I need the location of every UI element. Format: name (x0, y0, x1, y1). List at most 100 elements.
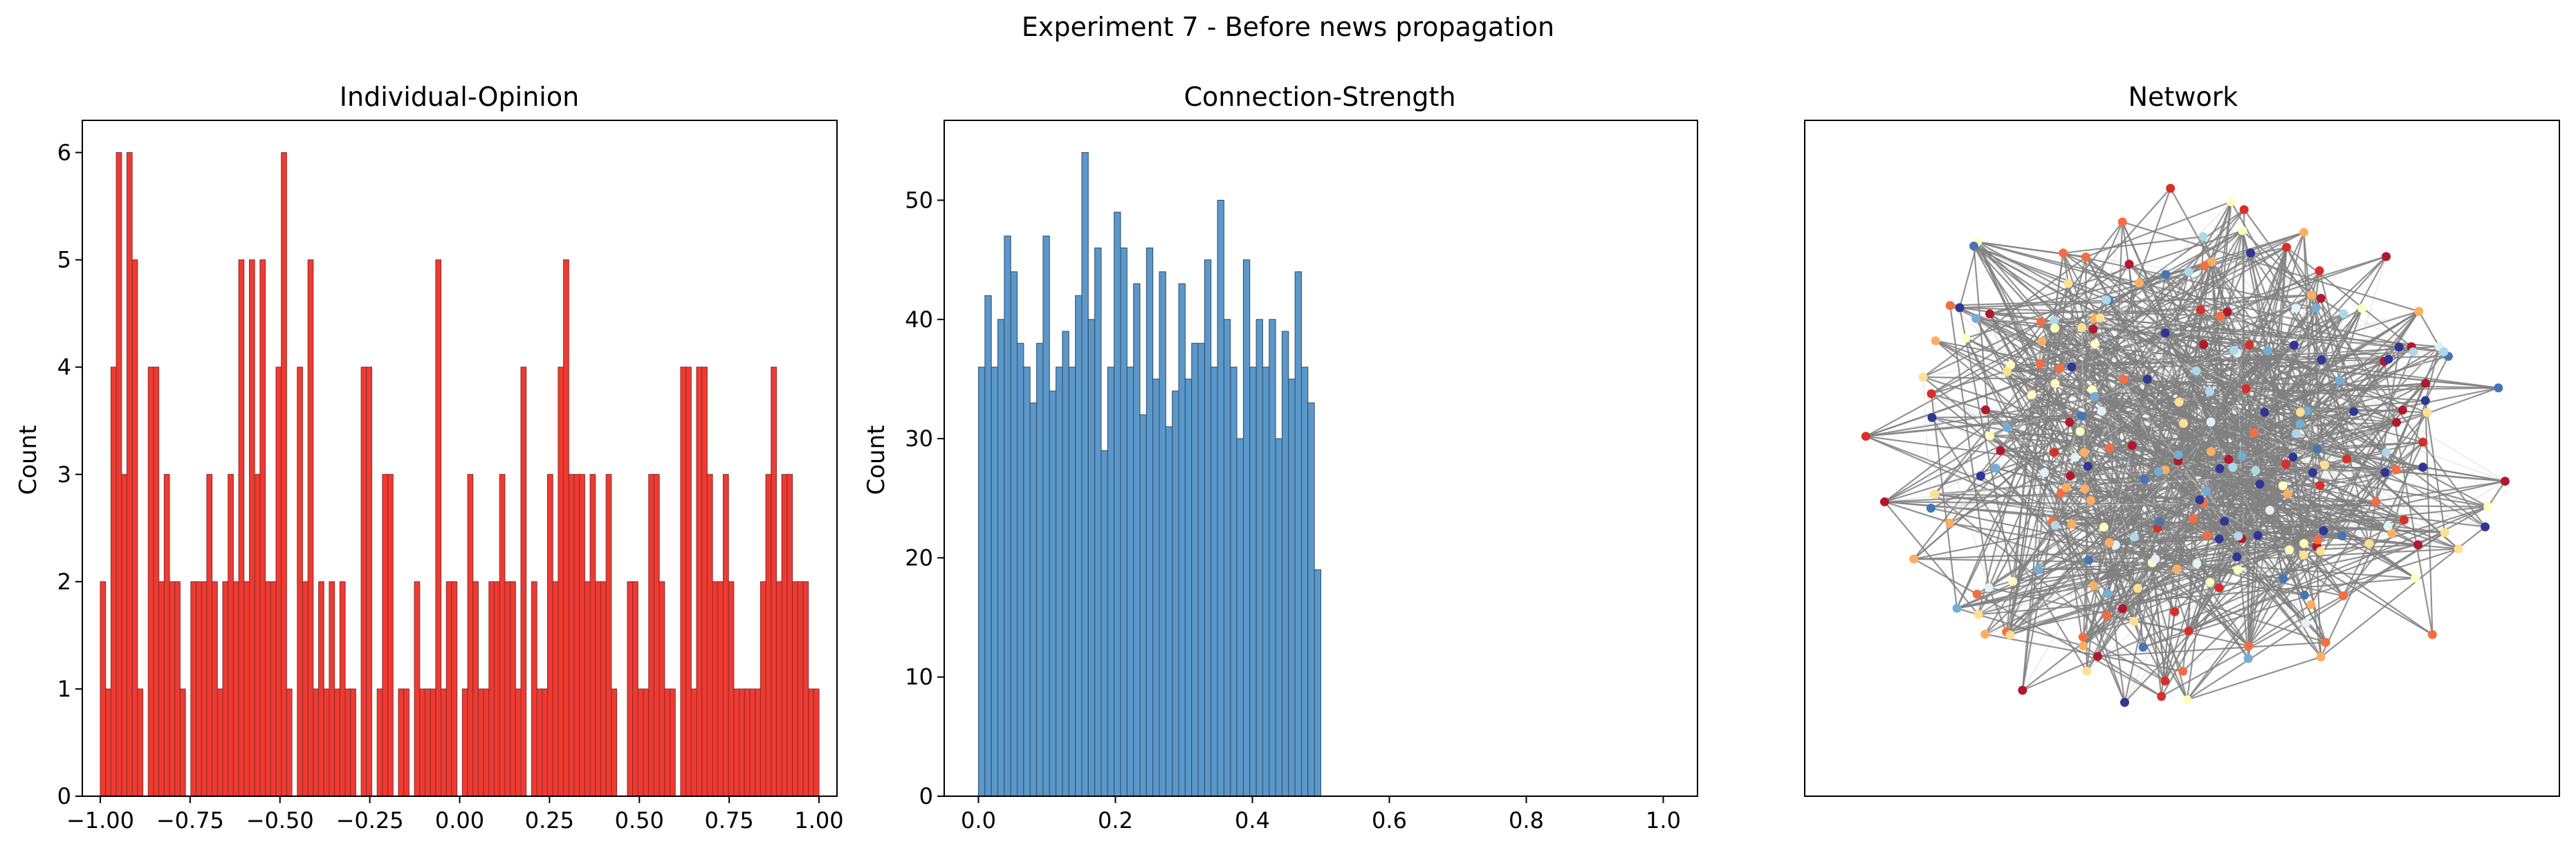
network-node (2037, 337, 2047, 347)
network-edge (2009, 221, 2124, 366)
network-node (2182, 695, 2192, 705)
strength-histogram-bar (1056, 367, 1063, 797)
network-edge (2219, 315, 2235, 351)
opinion-histogram-bar (786, 474, 793, 797)
network-node (2088, 581, 2098, 591)
network-node (1930, 489, 1940, 499)
opinion-histogram-bar (584, 581, 591, 797)
network-node (2239, 205, 2249, 214)
opinion-histogram-bar (174, 581, 181, 797)
network-edge (2040, 232, 2304, 365)
network-node (1985, 431, 1994, 441)
network-edge (2425, 356, 2449, 401)
network-edge (1922, 377, 1931, 508)
network-node (2142, 374, 2152, 384)
network-node (2104, 537, 2114, 547)
strength-histogram-bar (1275, 438, 1282, 797)
network-edge (1931, 393, 2220, 540)
opinion-histogram-bar (419, 688, 425, 797)
network-edge (1923, 376, 2499, 389)
opinion-histogram-xtick-label: −0.25 (336, 807, 404, 834)
opinion-histogram-bar (350, 688, 356, 797)
opinion-histogram-bar (808, 688, 814, 797)
opinion-histogram-bar (169, 581, 176, 797)
network-node (2061, 483, 2071, 493)
opinion-histogram-ytick-label: 1 (57, 676, 71, 702)
network-panel: Network (1804, 82, 2560, 797)
network-node (2050, 379, 2060, 389)
network-node (2335, 376, 2344, 385)
network-edge (2384, 383, 2427, 473)
network-node (2339, 309, 2348, 318)
opinion-histogram-bar (792, 581, 798, 797)
network-edge (2108, 300, 2405, 521)
network-node (2494, 383, 2503, 393)
network-node (2166, 183, 2175, 193)
network-node (2382, 252, 2391, 261)
opinion-histogram-bar (771, 367, 777, 797)
network-node (2380, 468, 2390, 477)
strength-histogram-bar (1017, 342, 1024, 797)
network-node (2245, 340, 2254, 350)
network-node (2313, 535, 2323, 544)
network-node (2285, 545, 2294, 555)
network-edge (1934, 493, 2166, 682)
network-node (2206, 417, 2216, 427)
network-node (1861, 432, 1870, 441)
opinion-histogram-bar (100, 581, 107, 797)
opinion-histogram-bar (334, 688, 340, 797)
network-edge (1922, 321, 2042, 378)
opinion-histogram-bar (605, 474, 612, 797)
network-node (2411, 573, 2420, 583)
opinion-histogram-bar (653, 474, 660, 797)
opinion-histogram-xtick-label: 0.00 (435, 807, 484, 834)
strength-histogram-bar (1101, 450, 1108, 797)
network-node (2006, 360, 2016, 370)
network-node (2311, 303, 2321, 313)
opinion-histogram-bar (494, 581, 500, 797)
opinion-histogram-bar (477, 688, 484, 797)
opinion-histogram-bar (121, 474, 127, 797)
opinion-histogram-xtick-label: 0.75 (705, 807, 754, 834)
network-edge (1973, 245, 2301, 425)
strength-histogram-ylabel: Count (863, 425, 890, 495)
network-edge (2164, 333, 2220, 540)
network-node (2308, 468, 2317, 477)
network-node (2086, 495, 2096, 505)
opinion-histogram-bar (467, 474, 474, 797)
opinion-histogram-bar (637, 688, 644, 797)
network-node (2292, 429, 2301, 439)
network-node (2119, 374, 2128, 384)
network-node (1974, 609, 1983, 619)
network-node (2050, 520, 2060, 530)
strength-histogram-xtick-label: 0.0 (961, 807, 996, 834)
opinion-histogram-bar (472, 581, 479, 797)
network-frame (1804, 120, 2560, 797)
network-node (2279, 574, 2288, 584)
network-edge (2391, 346, 2440, 534)
network-node (2102, 611, 2112, 620)
network-node (2018, 686, 2027, 695)
strength-histogram-bar (1004, 235, 1011, 797)
network-node (2260, 407, 2270, 417)
network-node (2394, 342, 2404, 352)
network-node (2160, 328, 2170, 338)
network-node (2371, 497, 2381, 507)
strength-histogram-bar (1049, 390, 1057, 797)
opinion-histogram-bar (329, 581, 335, 797)
network-edge (1913, 542, 2369, 560)
strength-histogram-bar (1114, 212, 1121, 797)
strength-histogram-bar (1146, 247, 1154, 797)
network-edge (2081, 416, 2184, 672)
strength-histogram-bar (1211, 367, 1218, 797)
opinion-histogram-bar (515, 688, 522, 797)
network-node (2224, 454, 2234, 464)
strength-histogram-bar (1197, 342, 1205, 797)
opinion-histogram-bar (179, 688, 186, 797)
strength-histogram-bar (1133, 283, 1141, 797)
network-node (2127, 441, 2137, 450)
strength-histogram-bar (1288, 378, 1296, 797)
network-edge (1958, 307, 2014, 582)
network-node (2184, 626, 2193, 636)
network-node (2349, 407, 2359, 416)
